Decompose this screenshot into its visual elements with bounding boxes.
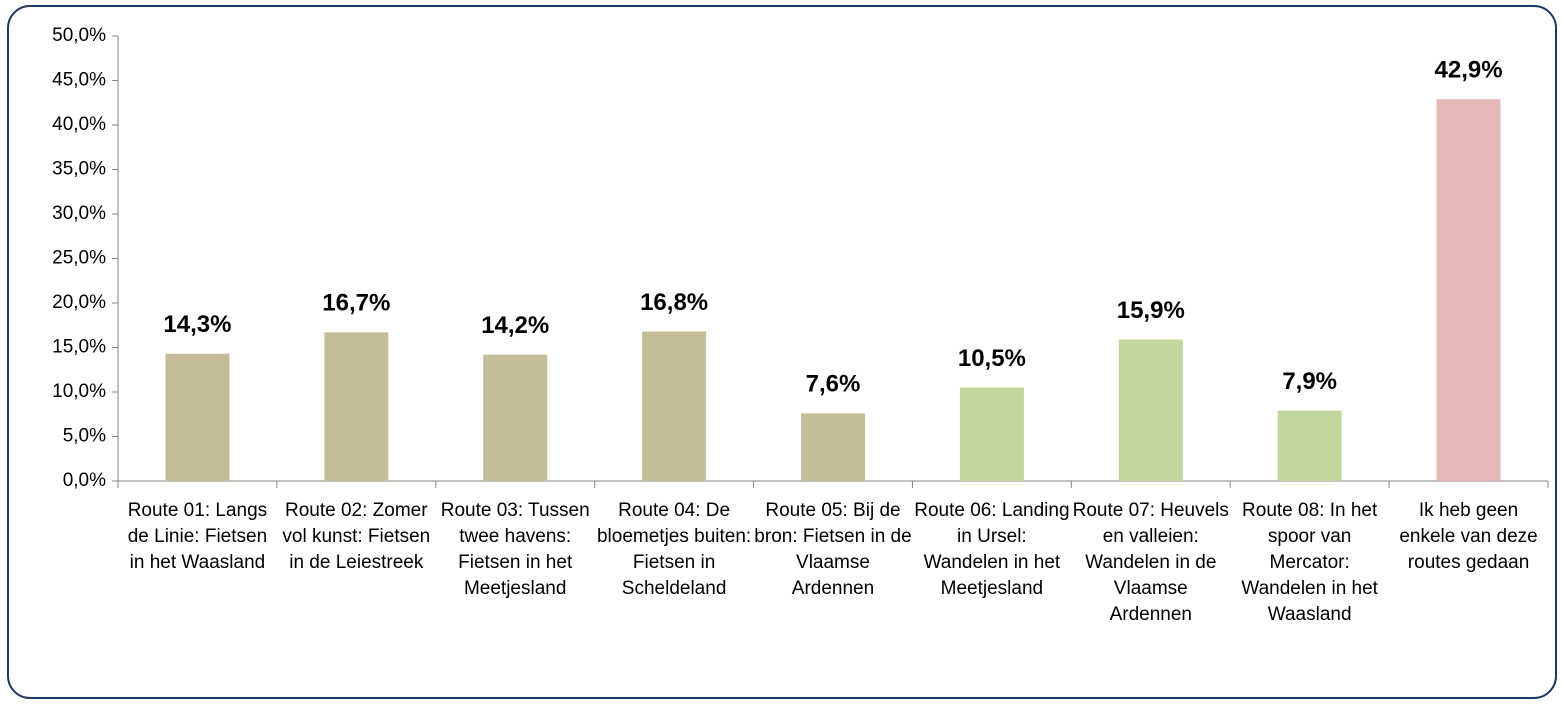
y-tick-label: 30,0% [52, 203, 106, 224]
x-tick-label: Route 02: Zomer vol kunst: Fietsen in de… [282, 500, 431, 573]
x-tick-label: Route 01: Langs de Linie: Fietsen in het… [127, 500, 268, 573]
y-tick-label: 10,0% [52, 381, 106, 402]
y-tick-label: 35,0% [52, 159, 106, 180]
x-tick-label: Route 08: In het spoor van Mercator: Wan… [1241, 500, 1378, 625]
bar [1277, 410, 1342, 481]
value-label: 16,8% [640, 289, 708, 316]
y-tick-label: 20,0% [52, 292, 106, 313]
bar [801, 413, 865, 481]
bar [324, 332, 389, 481]
y-tick-label: 0,0% [63, 470, 106, 491]
value-label: 14,2% [481, 312, 549, 339]
bar [642, 331, 707, 481]
value-label: 15,9% [1117, 297, 1185, 324]
x-tick-label: Route 07: Heuvels en valleien: Wandelen … [1072, 500, 1229, 625]
value-label: 14,3% [163, 311, 231, 338]
y-tick-label: 45,0% [52, 70, 106, 91]
bar [959, 387, 1024, 481]
x-tick-label: Ik heb geen enkele van deze routes gedaa… [1399, 500, 1538, 573]
value-label: 42,9% [1435, 57, 1503, 84]
x-tick-label: Route 03: Tussen twee havens: Fietsen in… [440, 500, 590, 599]
bar [165, 353, 230, 481]
bar [1436, 99, 1501, 481]
y-tick-label: 25,0% [52, 248, 106, 269]
y-tick-label: 5,0% [63, 426, 106, 447]
y-tick-label: 40,0% [52, 114, 106, 135]
y-tick-label: 50,0% [52, 25, 106, 46]
y-tick-label: 15,0% [52, 337, 106, 358]
bar [1118, 339, 1183, 481]
value-label: 10,5% [958, 345, 1026, 372]
x-tick-label: Route 04: De bloemetjes buiten: Fietsen … [596, 500, 752, 599]
value-label: 7,6% [806, 371, 861, 398]
chart-border [7, 5, 1557, 699]
value-label: 16,7% [322, 290, 390, 317]
x-tick-label: Route 05: Bij de bron: Fietsen in de Vla… [754, 500, 912, 599]
bar [483, 354, 548, 481]
x-tick-label: Route 06: Landing in Ursel: Wandelen in … [914, 500, 1070, 599]
value-label: 7,9% [1282, 368, 1337, 395]
